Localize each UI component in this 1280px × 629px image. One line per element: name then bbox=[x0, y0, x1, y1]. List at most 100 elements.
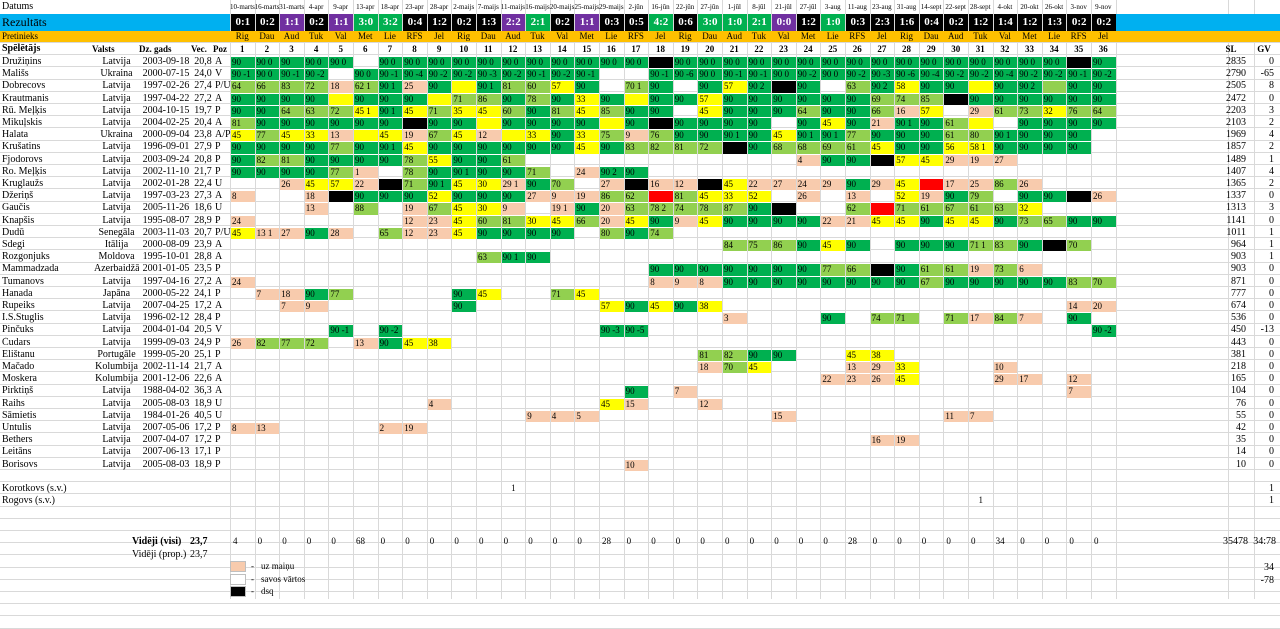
match-cell-dsq[interactable] bbox=[329, 191, 353, 203]
match-cell[interactable]: 35 bbox=[452, 105, 476, 117]
match-score[interactable]: 4:2 bbox=[648, 14, 673, 31]
match-cell[interactable]: 90 bbox=[846, 118, 870, 130]
match-index[interactable]: 17 bbox=[631, 44, 641, 54]
match-score[interactable]: 1:3 bbox=[476, 14, 501, 31]
match-cell[interactable]: 66 bbox=[575, 215, 599, 227]
player-age[interactable]: 22,4 bbox=[194, 178, 212, 189]
player-name[interactable]: Rū. Meļķis bbox=[2, 104, 47, 116]
match-date[interactable]: 29-maijs bbox=[599, 3, 624, 11]
match-cell[interactable]: 90 bbox=[747, 276, 772, 288]
match-cell[interactable]: 90 2 bbox=[870, 81, 895, 93]
match-cell[interactable]: 90 -2 bbox=[846, 69, 870, 81]
player-country[interactable]: Latvija bbox=[102, 409, 131, 421]
match-cell[interactable]: 81 bbox=[501, 215, 526, 227]
match-cell[interactable]: 90 bbox=[870, 130, 895, 142]
avg-per-match[interactable]: 0 bbox=[380, 536, 386, 546]
match-cell[interactable]: 90 bbox=[723, 118, 747, 130]
match-score[interactable]: 3:0 bbox=[353, 14, 378, 31]
player-age[interactable]: 36,3 bbox=[194, 385, 212, 397]
avg-per-match[interactable]: 0 bbox=[725, 536, 730, 546]
match-cell[interactable]: 90 bbox=[231, 154, 255, 166]
player-country[interactable]: Latvija bbox=[102, 117, 131, 128]
match-cell[interactable]: 90 bbox=[649, 215, 673, 227]
match-cell[interactable]: 90 bbox=[747, 215, 772, 227]
legend-swatch[interactable] bbox=[230, 561, 246, 572]
match-cell[interactable]: 63 bbox=[624, 203, 649, 215]
match-cell[interactable]: 90 bbox=[919, 240, 944, 252]
match-cell[interactable]: 13 bbox=[329, 130, 353, 142]
match-cell[interactable]: 63 bbox=[304, 105, 329, 117]
player-pos[interactable]: U bbox=[215, 397, 223, 409]
match-cell[interactable]: 22 bbox=[821, 215, 845, 227]
match-cell[interactable]: 33 bbox=[575, 130, 599, 142]
player-gv[interactable]: 0 bbox=[1269, 287, 1274, 299]
match-cell[interactable]: 38 bbox=[870, 349, 895, 361]
match-cell[interactable]: 90 0 bbox=[821, 69, 845, 81]
player-country[interactable]: Latvija bbox=[102, 190, 131, 202]
match-index[interactable]: 26 bbox=[852, 44, 862, 54]
match-cell[interactable]: 12 bbox=[477, 130, 501, 142]
match-cell[interactable]: 90 bbox=[1042, 191, 1067, 203]
match-cell[interactable]: 61 bbox=[944, 118, 968, 130]
match-cell-red[interactable] bbox=[870, 203, 895, 215]
player-birth[interactable]: 2000-05-22 bbox=[142, 287, 190, 299]
match-cell[interactable]: 13 bbox=[255, 423, 280, 435]
match-cell[interactable]: 20 bbox=[600, 203, 624, 215]
match-cell[interactable]: 81 bbox=[280, 154, 304, 166]
match-cell[interactable]: 90 0 bbox=[378, 57, 403, 69]
player-pos[interactable]: P/U bbox=[215, 80, 231, 92]
player-country[interactable]: Latvija bbox=[102, 458, 131, 470]
player-birth[interactable]: 1996-02-12 bbox=[142, 312, 190, 324]
match-cell[interactable]: 63 bbox=[846, 81, 870, 93]
match-cell[interactable]: 90 bbox=[698, 118, 722, 130]
match-cell[interactable]: 90 bbox=[526, 142, 550, 154]
match-cell[interactable]: 90 bbox=[1067, 93, 1091, 105]
opponent[interactable]: Dau bbox=[697, 31, 722, 42]
match-cell[interactable]: 72 bbox=[304, 337, 329, 349]
match-cell[interactable]: 90 bbox=[1018, 118, 1042, 130]
match-cell[interactable]: 90 bbox=[501, 142, 526, 154]
match-cell[interactable]: 90 bbox=[895, 130, 919, 142]
match-cell[interactable]: 90 bbox=[649, 93, 673, 105]
match-cell[interactable]: 90 bbox=[772, 349, 796, 361]
player-country[interactable]: Latvija bbox=[102, 336, 131, 348]
match-cell[interactable]: 90 bbox=[575, 81, 599, 93]
match-cell-dsq[interactable] bbox=[944, 93, 968, 105]
player-birth[interactable]: 2007-05-06 bbox=[142, 422, 190, 433]
match-cell-dsq[interactable] bbox=[1067, 191, 1091, 203]
match-cell[interactable]: 90 bbox=[550, 130, 575, 142]
player-name[interactable]: Fjodorovs bbox=[2, 153, 43, 165]
match-cell[interactable]: 90 bbox=[378, 93, 403, 105]
player-age[interactable]: 24,1 bbox=[194, 287, 212, 299]
match-cell[interactable]: 90 bbox=[452, 191, 476, 203]
match-score[interactable]: 3:0 bbox=[697, 14, 722, 31]
avg-gv-total[interactable]: 34:78 bbox=[1253, 536, 1276, 547]
match-cell-red[interactable] bbox=[649, 191, 673, 203]
match-cell[interactable]: 90 bbox=[624, 118, 649, 130]
match-cell[interactable]: 18 bbox=[304, 191, 329, 203]
match-cell[interactable]: 29 bbox=[821, 179, 845, 191]
match-cell[interactable]: 24 bbox=[796, 179, 821, 191]
player-gv[interactable]: 1 bbox=[1269, 153, 1274, 165]
match-cell[interactable]: 90 bbox=[378, 191, 403, 203]
match-cell-yellow[interactable] bbox=[600, 118, 624, 130]
player-pos[interactable]: U bbox=[215, 409, 223, 421]
player-pos[interactable]: P bbox=[215, 153, 221, 165]
match-cell[interactable]: 81 bbox=[550, 105, 575, 117]
player-sl[interactable]: 1407 bbox=[1226, 165, 1246, 177]
match-cell[interactable]: 19 bbox=[403, 130, 427, 142]
player-gv[interactable]: 0 bbox=[1269, 92, 1274, 104]
match-cell[interactable]: 90 bbox=[846, 179, 870, 191]
match-cell[interactable]: 90 bbox=[477, 166, 501, 178]
match-cell[interactable]: 90 bbox=[944, 81, 968, 93]
match-cell[interactable]: 7 bbox=[969, 410, 993, 422]
player-age[interactable]: 20,8 bbox=[194, 153, 212, 165]
match-cell[interactable]: 38 bbox=[698, 301, 722, 313]
match-cell[interactable]: 13 bbox=[304, 203, 329, 215]
match-cell[interactable]: 62 1 bbox=[354, 81, 378, 93]
match-cell[interactable]: 90 bbox=[723, 93, 747, 105]
player-country[interactable]: Portugāle bbox=[97, 348, 136, 360]
match-cell[interactable]: 17 bbox=[1018, 374, 1042, 386]
match-cell[interactable]: 90 bbox=[1092, 57, 1116, 69]
match-cell[interactable]: 90 bbox=[1018, 240, 1042, 252]
